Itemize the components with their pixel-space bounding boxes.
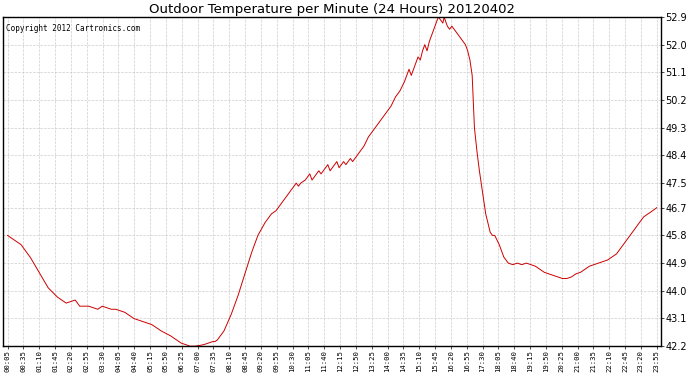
Text: Copyright 2012 Cartronics.com: Copyright 2012 Cartronics.com — [6, 24, 140, 33]
Title: Outdoor Temperature per Minute (24 Hours) 20120402: Outdoor Temperature per Minute (24 Hours… — [149, 3, 515, 16]
